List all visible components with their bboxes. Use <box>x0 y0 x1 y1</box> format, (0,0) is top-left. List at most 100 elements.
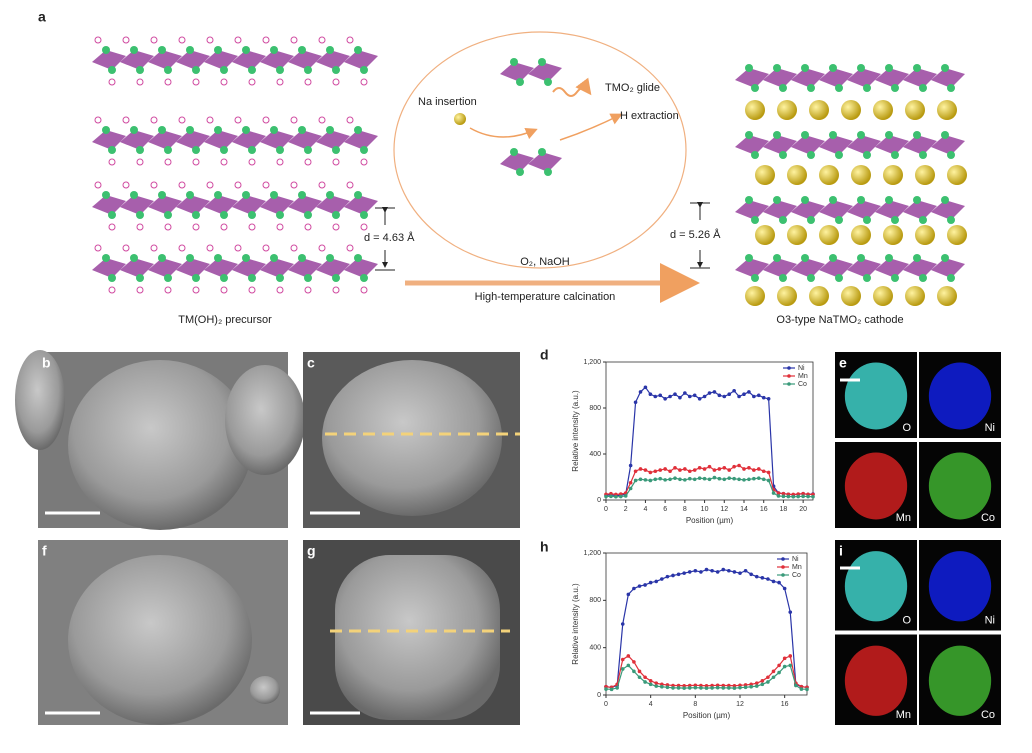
o-atom <box>801 254 809 262</box>
legend-marker <box>781 557 785 561</box>
octahedron <box>204 258 238 278</box>
x-tick-label: 12 <box>736 701 744 708</box>
data-point <box>673 476 677 480</box>
o-atom <box>276 66 284 74</box>
data-point <box>707 464 712 469</box>
h-atom <box>346 36 354 44</box>
o-atom <box>773 64 781 72</box>
data-point <box>777 670 781 675</box>
o-atom <box>220 274 228 282</box>
o-atom <box>108 146 116 154</box>
o-atom <box>136 211 144 219</box>
x-axis-title: Position (µm) <box>683 711 731 720</box>
data-point <box>805 687 809 692</box>
plot-frame <box>605 552 808 696</box>
octahedron <box>148 130 182 150</box>
legend-label: Co <box>792 572 801 579</box>
data-point <box>673 466 677 470</box>
na-atom <box>454 113 466 125</box>
o-atom <box>214 46 222 54</box>
h-atom <box>192 286 200 294</box>
element-label: Mn <box>896 709 911 721</box>
octahedron <box>931 200 965 220</box>
x-axis-title: Position (µm) <box>686 516 734 525</box>
data-point <box>743 568 748 573</box>
data-point <box>628 480 633 485</box>
o-atom <box>919 216 927 224</box>
h-atom <box>290 36 298 44</box>
data-point <box>626 592 631 597</box>
data-point <box>712 475 717 480</box>
data-point <box>796 494 801 499</box>
data-point <box>788 610 793 614</box>
data-point <box>766 675 770 680</box>
o-atom <box>158 126 166 134</box>
octahedron <box>791 258 825 278</box>
data-point <box>747 390 751 394</box>
data-point <box>682 571 686 575</box>
o-atom <box>891 151 899 159</box>
o-atom <box>136 146 144 154</box>
o-atom <box>913 254 921 262</box>
o-atom <box>360 211 368 219</box>
y-axis-title: Relative intensity (a.u.) <box>571 583 580 665</box>
na-atom <box>787 165 807 185</box>
data-point <box>653 477 658 482</box>
o-atom <box>773 196 781 204</box>
h-atom <box>220 158 228 166</box>
data-point <box>643 478 648 482</box>
data-point <box>614 494 618 499</box>
data-point <box>660 577 664 581</box>
octahedron <box>528 62 562 82</box>
o-atom <box>773 131 781 139</box>
na-atom <box>851 165 871 185</box>
data-point <box>752 468 756 472</box>
data-point <box>633 400 638 405</box>
h-atom <box>248 78 256 86</box>
o-atom <box>332 66 340 74</box>
octahedron <box>288 195 322 215</box>
h-atom <box>150 244 158 252</box>
label: d = 5.26 Å <box>670 228 721 241</box>
octahedron <box>288 50 322 70</box>
o-atom <box>248 66 256 74</box>
label: TM(OH)₂ precursor <box>178 314 272 326</box>
h-atom <box>360 223 368 231</box>
o-atom <box>947 84 955 92</box>
o-atom <box>745 254 753 262</box>
data-point <box>648 392 653 397</box>
o-atom <box>538 58 546 66</box>
o-atom <box>102 191 110 199</box>
micrographs: b c d f g h <box>15 347 549 725</box>
o-atom <box>158 46 166 54</box>
data-point <box>761 477 766 482</box>
o-atom <box>332 274 340 282</box>
data-point <box>707 477 712 482</box>
data-point <box>776 491 781 495</box>
na-atom <box>841 286 861 306</box>
data-point <box>771 491 776 495</box>
data-point <box>643 385 648 390</box>
o-atom <box>835 84 843 92</box>
octahedron <box>735 200 769 220</box>
o-atom <box>885 64 893 72</box>
na-atom <box>873 100 893 120</box>
o-atom <box>801 131 809 139</box>
data-point <box>623 494 628 498</box>
data-point <box>620 667 625 671</box>
na-atom <box>755 225 775 245</box>
octahedron <box>316 130 350 150</box>
o-atom <box>130 46 138 54</box>
o-atom <box>885 131 893 139</box>
data-point <box>633 478 638 483</box>
h-atom <box>192 223 200 231</box>
octahedron <box>791 200 825 220</box>
octahedron <box>260 195 294 215</box>
data-point <box>806 494 810 499</box>
legend-marker <box>781 565 785 569</box>
data-point <box>687 394 692 399</box>
reaction-bubble <box>393 31 687 269</box>
data-point <box>648 580 653 585</box>
h-atom <box>206 244 214 252</box>
data-point <box>643 675 647 680</box>
